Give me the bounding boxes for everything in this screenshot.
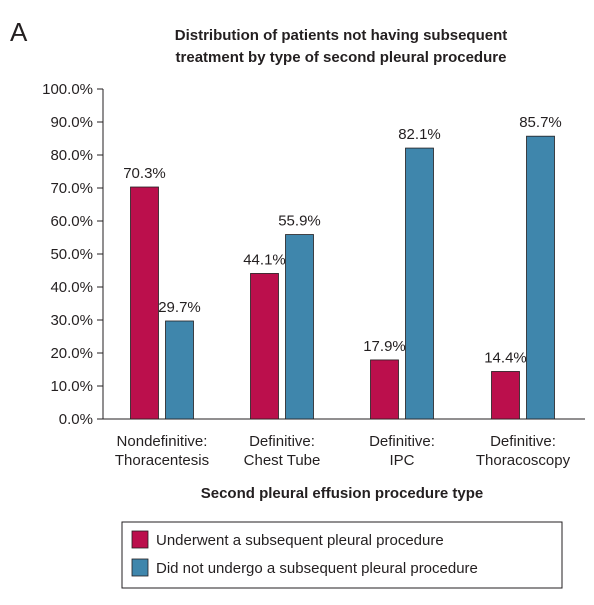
y-tick-label: 10.0%	[50, 378, 93, 395]
panel-letter: A	[10, 17, 28, 47]
x-axis-title-text: Second pleural effusion procedure type	[201, 485, 484, 502]
y-tick-label: 60.0%	[50, 213, 93, 230]
x-axis-title: Second pleural effusion procedure type	[201, 485, 484, 502]
y-tick-label: 40.0%	[50, 279, 93, 296]
bar-did-not-undergo	[405, 147, 434, 420]
y-tick-label: 80.0%	[50, 147, 93, 164]
legend-swatch	[131, 530, 149, 549]
x-tick-label: Nondefinitive:	[117, 433, 208, 450]
bar-underwent	[250, 273, 279, 420]
chart-title-line: Distribution of patients not having subs…	[175, 27, 508, 44]
x-tick-label: Definitive:	[490, 433, 556, 450]
data-label: 14.4%	[484, 349, 527, 366]
legend-entry: Did not undergo a subsequent pleural pro…	[156, 560, 478, 577]
y-tick-label: 70.0%	[50, 180, 93, 197]
y-tick-label: 100.0%	[42, 81, 93, 98]
data-label: 85.7%	[519, 114, 562, 131]
data-label: 55.9%	[278, 213, 321, 230]
y-tick-label: 0.0%	[59, 411, 93, 428]
x-tick-label: Thoracentesis	[115, 452, 209, 469]
x-tick-label: Definitive:	[369, 433, 435, 450]
data-labels: 70.3% 29.7% 44.1% 55.9% 17.9% 82.1% 14.4% 85.7%	[123, 114, 562, 366]
y-tick-label: 20.0%	[50, 345, 93, 362]
y-tick-label: 90.0%	[50, 114, 93, 131]
bars	[130, 135, 555, 420]
data-label: 82.1%	[398, 126, 441, 143]
legend: Underwent a subsequent pleural procedure…	[121, 521, 563, 589]
x-axis: Nondefinitive: Thoracentesis Definitive: Ch…	[103, 418, 585, 469]
data-label: 29.7%	[158, 299, 201, 316]
data-label: 17.9%	[363, 338, 406, 355]
chart-title: Distribution of patients not having subs…	[175, 27, 508, 66]
bar-did-not-undergo	[285, 234, 314, 420]
bar-underwent	[130, 186, 159, 420]
x-tick-label: IPC	[389, 452, 414, 469]
bar-did-not-undergo	[526, 135, 555, 420]
x-tick-label: Chest Tube	[244, 452, 321, 469]
legend-box	[121, 521, 563, 589]
bar-underwent	[370, 359, 399, 420]
legend-swatch	[131, 558, 149, 577]
x-tick-label: Definitive:	[249, 433, 315, 450]
legend-entry: Underwent a subsequent pleural procedure	[156, 532, 444, 549]
y-tick-label: 50.0%	[50, 246, 93, 263]
x-tick-label: Thoracoscopy	[476, 452, 571, 469]
bar-underwent	[491, 371, 520, 420]
y-tick-label: 30.0%	[50, 312, 93, 329]
bar-did-not-undergo	[165, 320, 194, 420]
y-axis: 0.0% 10.0% 20.0% 30.0% 40.0% 50.0% 60.0% 70.0% 8…	[42, 81, 104, 428]
data-label: 70.3%	[123, 165, 166, 182]
chart-title-line: treatment by type of second pleural proc…	[176, 49, 507, 66]
data-label: 44.1%	[243, 251, 286, 268]
